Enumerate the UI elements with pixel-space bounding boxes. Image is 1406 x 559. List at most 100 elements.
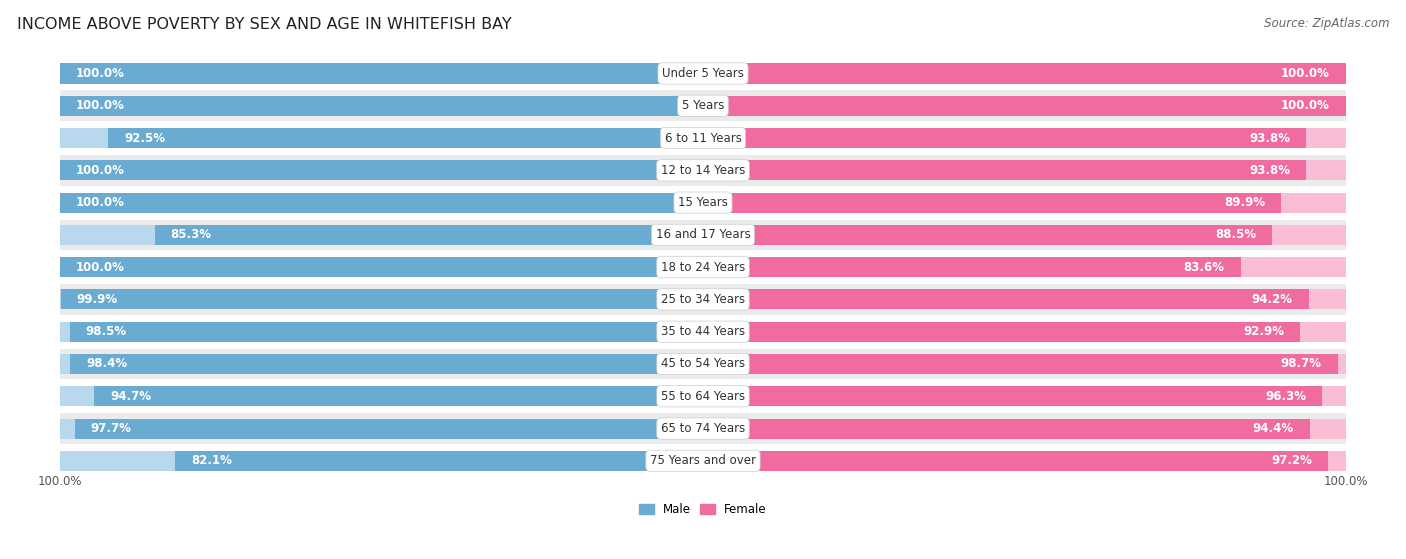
Bar: [703, 354, 1346, 374]
Bar: [703, 451, 1329, 471]
Bar: [703, 193, 1281, 212]
Bar: [703, 290, 1309, 310]
Text: 18 to 24 Years: 18 to 24 Years: [661, 260, 745, 274]
Text: 98.5%: 98.5%: [86, 325, 127, 338]
Bar: [60, 220, 1346, 250]
Text: 97.7%: 97.7%: [91, 422, 132, 435]
Bar: [703, 386, 1322, 406]
Bar: [703, 225, 1346, 245]
Bar: [60, 446, 1346, 476]
Bar: [60, 64, 703, 83]
Bar: [703, 419, 1310, 439]
Bar: [60, 225, 703, 245]
Bar: [60, 257, 703, 277]
Bar: [176, 451, 703, 471]
Bar: [60, 193, 703, 212]
Text: 88.5%: 88.5%: [1215, 229, 1256, 241]
Text: 12 to 14 Years: 12 to 14 Years: [661, 164, 745, 177]
Bar: [60, 91, 1346, 121]
Text: 100.0%: 100.0%: [76, 164, 125, 177]
Text: 100.0%: 100.0%: [76, 100, 125, 112]
Bar: [703, 451, 1346, 471]
Text: 100.0%: 100.0%: [1281, 100, 1330, 112]
Text: 92.5%: 92.5%: [124, 131, 166, 145]
Bar: [108, 128, 703, 148]
Bar: [60, 155, 1346, 186]
Text: 82.1%: 82.1%: [191, 454, 232, 467]
Text: 6 to 11 Years: 6 to 11 Years: [665, 131, 741, 145]
Text: 15 Years: 15 Years: [678, 196, 728, 209]
Bar: [703, 257, 1240, 277]
Text: Source: ZipAtlas.com: Source: ZipAtlas.com: [1264, 17, 1389, 30]
Bar: [703, 128, 1346, 148]
Bar: [60, 193, 703, 212]
Bar: [703, 257, 1346, 277]
Text: 55 to 64 Years: 55 to 64 Years: [661, 390, 745, 403]
Bar: [703, 193, 1346, 212]
Bar: [60, 252, 1346, 282]
Text: 45 to 54 Years: 45 to 54 Years: [661, 358, 745, 371]
Bar: [703, 290, 1346, 310]
Bar: [703, 322, 1346, 342]
Text: 100.0%: 100.0%: [1281, 67, 1330, 80]
Bar: [60, 316, 1346, 347]
Text: 100.0%: 100.0%: [1323, 475, 1368, 489]
Bar: [703, 322, 1301, 342]
Bar: [75, 419, 703, 439]
Text: 97.2%: 97.2%: [1271, 454, 1312, 467]
Bar: [70, 354, 703, 374]
Bar: [70, 322, 703, 342]
Text: 92.9%: 92.9%: [1243, 325, 1284, 338]
Text: 16 and 17 Years: 16 and 17 Years: [655, 229, 751, 241]
Legend: Male, Female: Male, Female: [634, 499, 772, 521]
Text: 89.9%: 89.9%: [1223, 196, 1265, 209]
Text: 85.3%: 85.3%: [170, 229, 212, 241]
Bar: [60, 160, 703, 181]
Bar: [60, 386, 703, 406]
Text: 94.7%: 94.7%: [110, 390, 152, 403]
Text: 83.6%: 83.6%: [1184, 260, 1225, 274]
Bar: [94, 386, 703, 406]
Bar: [703, 96, 1346, 116]
Text: INCOME ABOVE POVERTY BY SEX AND AGE IN WHITEFISH BAY: INCOME ABOVE POVERTY BY SEX AND AGE IN W…: [17, 17, 512, 32]
Bar: [703, 160, 1346, 181]
Bar: [703, 419, 1346, 439]
Text: 75 Years and over: 75 Years and over: [650, 454, 756, 467]
Bar: [703, 225, 1272, 245]
Text: 98.7%: 98.7%: [1281, 358, 1322, 371]
Bar: [60, 284, 1346, 315]
Bar: [703, 128, 1306, 148]
Text: 99.9%: 99.9%: [77, 293, 118, 306]
Bar: [60, 96, 703, 116]
Text: 94.4%: 94.4%: [1253, 422, 1294, 435]
Text: 100.0%: 100.0%: [76, 67, 125, 80]
Bar: [703, 160, 1306, 181]
Text: Under 5 Years: Under 5 Years: [662, 67, 744, 80]
Text: 93.8%: 93.8%: [1249, 164, 1291, 177]
Text: 35 to 44 Years: 35 to 44 Years: [661, 325, 745, 338]
Bar: [60, 381, 1346, 411]
Text: 100.0%: 100.0%: [76, 260, 125, 274]
Text: 5 Years: 5 Years: [682, 100, 724, 112]
Bar: [60, 64, 703, 83]
Text: 65 to 74 Years: 65 to 74 Years: [661, 422, 745, 435]
Bar: [60, 290, 703, 310]
Bar: [703, 386, 1346, 406]
Bar: [703, 64, 1346, 83]
Bar: [60, 290, 703, 310]
Bar: [60, 187, 1346, 218]
Bar: [60, 354, 703, 374]
Text: 94.2%: 94.2%: [1251, 293, 1292, 306]
Bar: [60, 128, 703, 148]
Text: 98.4%: 98.4%: [86, 358, 128, 371]
Bar: [60, 96, 703, 116]
Text: 100.0%: 100.0%: [76, 196, 125, 209]
Bar: [60, 257, 703, 277]
Text: 96.3%: 96.3%: [1265, 390, 1306, 403]
Bar: [60, 413, 1346, 444]
Bar: [703, 96, 1346, 116]
Bar: [60, 123, 1346, 153]
Bar: [60, 160, 703, 181]
Bar: [155, 225, 703, 245]
Bar: [60, 349, 1346, 380]
